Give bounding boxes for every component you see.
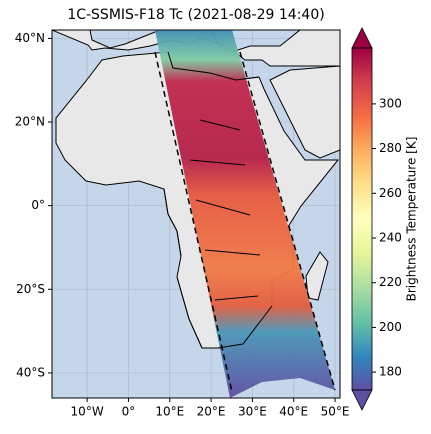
colorbar-tick-label: 280 [379, 141, 402, 155]
colorbar-extend-min [351, 389, 373, 411]
colorbar-tick-label: 260 [379, 186, 402, 200]
colorbar-tick-label: 240 [379, 231, 402, 245]
colorbar-extend-max [351, 27, 373, 49]
colorbar-tick-label: 300 [379, 96, 402, 110]
madagascar [305, 251, 329, 301]
x-tick-label: 10°E [155, 405, 184, 419]
swath-edge [154, 51, 233, 393]
y-tick-label: 20°S [16, 282, 45, 296]
europe [52, 30, 340, 67]
x-tick-label: 0° [122, 405, 136, 419]
colorbar-label: Brightness Temperature [K] [405, 137, 419, 302]
colorbar-tick-label: 220 [379, 275, 402, 289]
map-area [52, 30, 340, 398]
x-tick-label: 10°W [71, 405, 104, 419]
y-tick-label: 40°S [16, 365, 45, 379]
swath-edge [239, 51, 336, 391]
x-tick-label: 50°E [321, 405, 350, 419]
y-tick-label: 20°N [15, 115, 45, 129]
y-tick-label: 0° [31, 198, 45, 212]
colorbar-tick-label: 200 [379, 320, 402, 334]
y-tick-label: 40°N [15, 31, 45, 45]
x-tick-label: 40°E [279, 405, 308, 419]
axes-frame [51, 29, 341, 399]
colorbar-frame [351, 47, 373, 391]
arabia [269, 65, 340, 159]
colorbar-body [352, 48, 372, 390]
x-tick-label: 30°E [238, 405, 267, 419]
colorbar-tick-label: 180 [379, 365, 402, 379]
colorbar [351, 27, 373, 411]
x-tick-label: 20°E [197, 405, 226, 419]
map-title: 1C-SSMIS-F18 Tc (2021-08-29 14:40) [67, 7, 324, 23]
coastline-overlay [163, 51, 273, 349]
